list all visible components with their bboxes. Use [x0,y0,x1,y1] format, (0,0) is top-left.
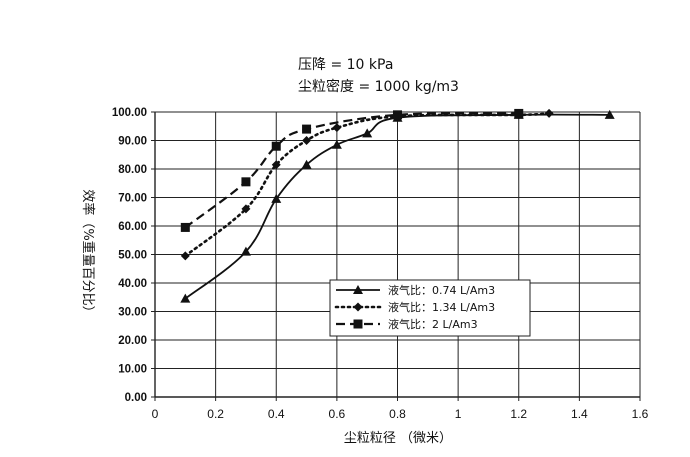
x-axis-ticks: 0 0.2 0.4 0.6 0.8 1 1.2 1.4 1.6 [152,397,649,421]
data-point-diamond [302,136,312,145]
x-tick-label: 0 [152,407,159,421]
data-point-triangle [362,128,373,138]
data-point-triangle [331,139,342,149]
x-tick-label: 0.4 [268,407,285,421]
y-tick-label: 100.00 [112,107,147,119]
legend-label-3: 液气比：2 L/Am3 [388,317,478,331]
data-point-diamond [180,251,190,261]
data-point-square [302,124,312,134]
chart-title-line-1: 压降 = 10 kPa [298,57,393,73]
x-tick-label: 1 [455,407,462,421]
data-point-square [393,110,402,120]
x-tick-label: 0.2 [207,407,224,421]
y-tick-label: 20.00 [118,335,147,347]
data-point-triangle [271,193,282,203]
y-tick-label: 60.00 [118,221,147,233]
data-point-triangle [604,109,615,119]
y-tick-label: 30.00 [118,307,147,319]
y-axis-ticks: 0.00 10.00 20.00 30.00 40.00 50.00 60.00 70.00 8… [112,107,155,404]
data-point-diamond [241,204,251,214]
series-group [180,108,615,303]
y-tick-label: 70.00 [118,193,147,205]
chart-title-line-2: 尘粒密度 = 1000 kg/m3 [298,78,459,95]
legend-label-1: 液气比：0.74 L/Am3 [388,283,495,297]
y-tick-label: 40.00 [118,278,147,290]
legend-marker-triangle [353,285,363,294]
grid [154,111,641,398]
data-point-diamond [271,160,281,170]
legend-marker-diamond [353,302,363,312]
data-point-square [241,177,251,187]
series-3-line [184,112,519,229]
y-tick-label: 50.00 [118,250,147,262]
legend: 液气比：0.74 L/Am3 液气比：1.34 L/Am3 液气比：2 L/Am3 [329,279,531,337]
series-1 [180,109,615,303]
data-point-triangle [180,293,191,303]
data-point-square [514,108,524,118]
data-point-triangle [301,159,312,169]
y-tick-label: 10.00 [118,364,147,376]
x-tick-label: 1.2 [510,407,527,421]
y-tick-label: 0.00 [125,392,147,404]
x-tick-label: 0.8 [389,407,406,421]
data-point-square [180,222,190,232]
y-tick-label: 80.00 [118,164,147,176]
data-point-diamond [544,108,554,118]
x-axis-label: 尘粒粒径 （微米） [344,431,452,446]
y-tick-label: 90.00 [118,136,147,148]
x-tick-label: 0.6 [329,407,346,421]
data-point-triangle [240,246,251,256]
x-tick-label: 1.6 [632,407,649,421]
data-point-diamond [332,123,342,133]
data-point-square [271,141,281,151]
series-1-line [184,113,610,300]
x-tick-label: 1.4 [571,407,588,421]
legend-marker-square [353,319,363,329]
series-2-line [184,112,551,258]
series-3 [180,108,524,232]
y-axis-label: 效率（%重量百分比） [80,189,96,318]
legend-label-2: 液气比：1.34 L/Am3 [388,300,495,314]
